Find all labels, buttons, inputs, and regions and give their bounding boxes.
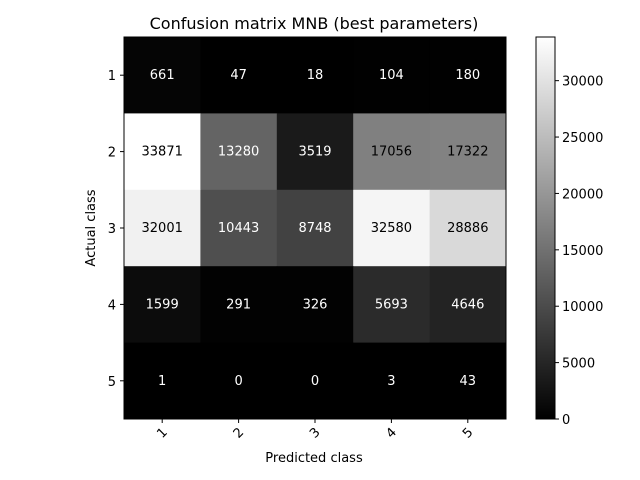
cell-value-label: 33871 (142, 145, 183, 160)
colorbar (535, 36, 556, 420)
heatmap-cell-labels: 661 47 18 104 180 33871 13280 3519 17056 17322 320… (142, 68, 489, 389)
cell-value-label: 18 (307, 68, 324, 83)
heatmap-cell (200, 266, 278, 344)
cell-value-label: 8748 (298, 221, 331, 236)
cell-value-label: 0 (234, 374, 242, 389)
heatmap-cells (124, 37, 507, 420)
cell-value-label: 1 (158, 374, 166, 389)
heatmap-cell (276, 342, 354, 420)
heatmap-cell (124, 342, 201, 420)
cell-value-label: 661 (150, 68, 175, 83)
cell-value-label: 17056 (371, 145, 412, 160)
cell-value-label: 13280 (218, 145, 259, 160)
heatmap-cell (200, 342, 278, 420)
colorbar-tick-label: 30000 (562, 75, 603, 90)
colorbar-tick-label: 15000 (562, 244, 603, 259)
colorbar-tick-label: 25000 (562, 131, 603, 146)
cell-value-label: 32580 (371, 221, 412, 236)
heatmap-cell (124, 113, 201, 191)
cell-value-label: 104 (379, 68, 404, 83)
colorbar-ticks: 0 5000 10000 15000 20000 25000 30000 (555, 75, 603, 428)
heatmap-cell (276, 266, 354, 344)
x-tick-label: 3 (307, 425, 323, 441)
heatmap-cell (353, 342, 431, 420)
heatmap-cell (200, 113, 278, 191)
cell-value-label: 47 (230, 68, 247, 83)
heatmap-cell (353, 189, 431, 267)
heatmap-cell (124, 266, 201, 344)
cell-value-label: 0 (311, 374, 319, 389)
chart-title: Confusion matrix MNB (best parameters) (150, 14, 479, 33)
cell-value-label: 4646 (451, 297, 484, 312)
y-tick-label: 2 (108, 146, 116, 161)
cell-value-label: 3 (387, 374, 395, 389)
x-tick-label: 5 (460, 425, 476, 441)
x-axis-label: Predicted class (265, 451, 363, 466)
y-tick-label: 5 (108, 375, 116, 390)
colorbar-tick-label: 10000 (562, 300, 603, 315)
cell-value-label: 5693 (375, 297, 408, 312)
heatmap-cell (353, 37, 431, 114)
heatmap-cell (353, 266, 431, 344)
heatmap-cell (429, 342, 507, 420)
heatmap-cell (276, 37, 354, 114)
cell-value-label: 10443 (218, 221, 259, 236)
y-tick-label: 3 (108, 222, 116, 237)
cell-value-label: 180 (455, 68, 480, 83)
heatmap-cell (124, 37, 201, 114)
y-tick-label: 1 (108, 69, 116, 84)
heatmap-cell (429, 113, 507, 191)
colorbar-tick-label: 5000 (562, 357, 595, 372)
heatmap-cell (276, 189, 354, 267)
cell-value-label: 291 (226, 297, 251, 312)
cell-value-label: 326 (303, 297, 328, 312)
cell-value-label: 43 (460, 374, 477, 389)
heatmap-cell (353, 113, 431, 191)
cell-value-label: 3519 (298, 145, 331, 160)
y-axis-label: Actual class (84, 189, 99, 266)
cell-value-label: 1599 (146, 297, 179, 312)
cell-value-label: 32001 (142, 221, 183, 236)
cell-value-label: 17322 (447, 145, 488, 160)
heatmap-cell (429, 189, 507, 267)
cell-value-label: 28886 (447, 221, 488, 236)
heatmap-cell (276, 113, 354, 191)
y-axis-ticks: 1 2 3 4 5 (108, 69, 124, 390)
heatmap-cell (429, 266, 507, 344)
y-tick-label: 4 (108, 298, 116, 313)
heatmap-cell (429, 37, 507, 114)
colorbar-tick-label: 20000 (562, 187, 603, 202)
x-axis-ticks: 1 2 3 4 5 (154, 419, 476, 442)
heatmap-cell (200, 37, 278, 114)
heatmap-cell (124, 189, 201, 267)
x-tick-label: 2 (231, 425, 247, 441)
heatmap-cell (200, 189, 278, 267)
x-tick-label: 1 (154, 425, 170, 441)
colorbar-tick-label: 0 (562, 413, 570, 428)
x-tick-label: 4 (384, 425, 400, 441)
